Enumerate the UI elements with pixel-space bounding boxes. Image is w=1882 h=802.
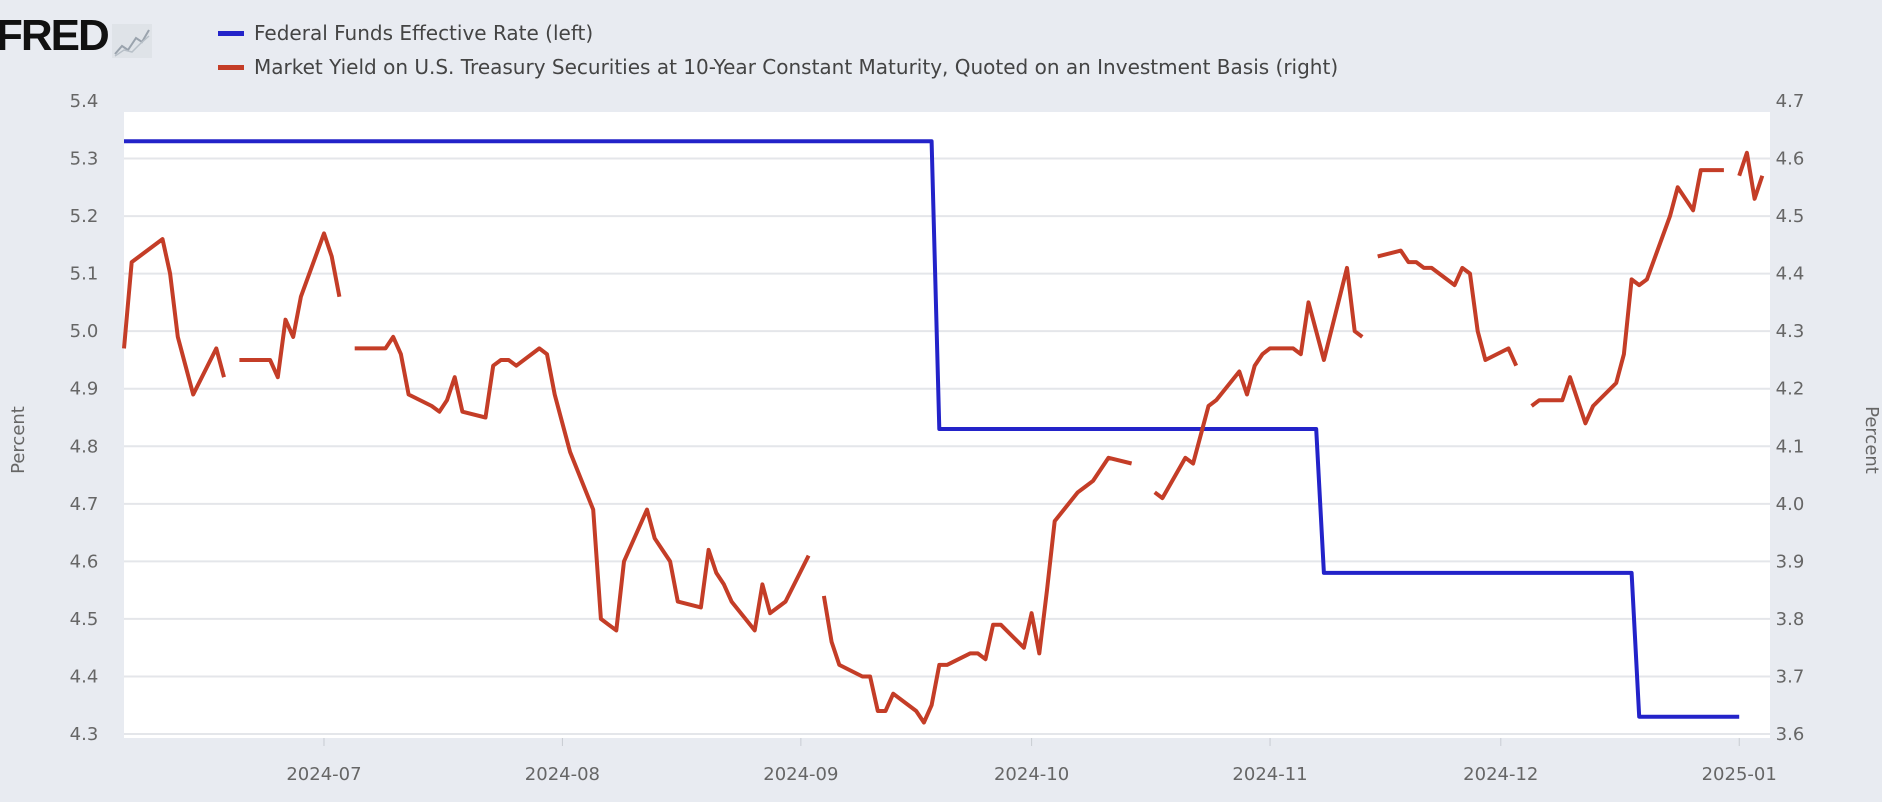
- legend-label: Market Yield on U.S. Treasury Securities…: [254, 55, 1339, 79]
- legend-item-treasury-10y[interactable]: Market Yield on U.S. Treasury Securities…: [218, 50, 1338, 84]
- y-right-tick-label: 3.9: [1776, 551, 1805, 572]
- chart-line-icon: [111, 24, 152, 58]
- y-right-tick-label: 4.7: [1776, 91, 1805, 112]
- y-left-tick-label: 5.2: [70, 206, 99, 227]
- series-line-fed-funds: [124, 139, 1740, 719]
- y-right-tick-label: 4.4: [1776, 264, 1805, 285]
- y-left-tick-label: 4.4: [70, 666, 99, 687]
- y-right-tick-label: 4.0: [1776, 494, 1805, 515]
- fred-logo-text: FRED: [0, 11, 110, 60]
- y-left-tick-label: 5.1: [70, 264, 99, 285]
- y-left-tick-label: 5.3: [70, 149, 99, 170]
- series-line-treasury-10y: [122, 150, 1765, 725]
- x-tick-label: 2024-12: [1463, 764, 1538, 785]
- legend-swatch-blue: [218, 30, 244, 36]
- x-tick-label: 2025-01: [1702, 764, 1777, 785]
- y-right-axis-title: Percent: [1861, 406, 1882, 474]
- y-right-tick-label: 4.1: [1776, 436, 1805, 457]
- x-tick-label: 2024-11: [1232, 764, 1307, 785]
- y-left-tick-label: 5.0: [70, 321, 99, 342]
- legend-label: Federal Funds Effective Rate (left): [254, 21, 594, 45]
- fred-logo[interactable]: FRED: [0, 14, 152, 58]
- x-tick-label: 2024-10: [994, 764, 1069, 785]
- y-right-tick-label: 3.6: [1776, 724, 1805, 745]
- legend: Federal Funds Effective Rate (left) Mark…: [218, 16, 1338, 84]
- y-left-tick-label: 4.7: [70, 494, 99, 515]
- y-right-tick-label: 4.3: [1776, 321, 1805, 342]
- y-left-tick-label: 4.6: [70, 551, 99, 572]
- plot-area: [124, 112, 1770, 738]
- y-left-tick-label: 4.9: [70, 379, 99, 400]
- y-left-tick-label: 4.8: [70, 436, 99, 457]
- legend-item-fed-funds[interactable]: Federal Funds Effective Rate (left): [218, 16, 1338, 50]
- y-right-tick-label: 3.7: [1776, 666, 1805, 687]
- y-right-tick-label: 4.2: [1776, 379, 1805, 400]
- y-left-tick-label: 4.5: [70, 609, 99, 630]
- legend-swatch-red: [218, 64, 244, 70]
- x-tick-label: 2024-08: [525, 764, 600, 785]
- y-left-axis-title: Percent: [8, 406, 29, 474]
- y-left-tick-label: 4.3: [70, 724, 99, 745]
- y-right-tick-label: 4.5: [1776, 206, 1805, 227]
- y-right-tick-label: 4.6: [1776, 149, 1805, 170]
- y-right-tick-label: 3.8: [1776, 609, 1805, 630]
- y-left-tick-label: 5.4: [70, 91, 99, 112]
- x-tick-label: 2024-09: [763, 764, 838, 785]
- x-tick-label: 2024-07: [286, 764, 361, 785]
